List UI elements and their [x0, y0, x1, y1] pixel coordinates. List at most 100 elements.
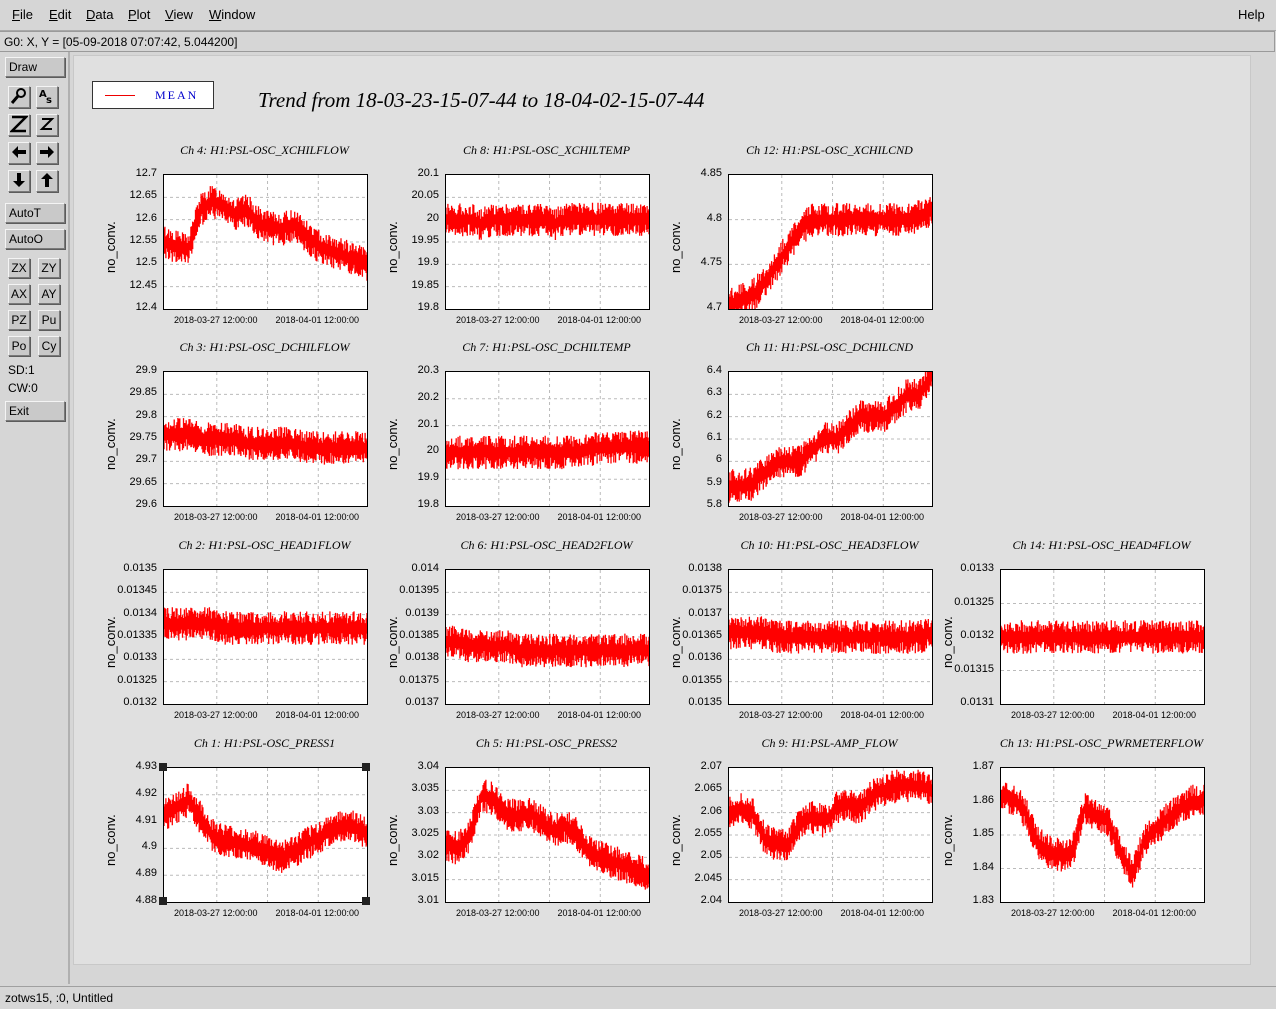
chart-1-ytick-label: 19.95	[411, 234, 439, 246]
chart-4-xtick-label: 2018-04-01 12:00:00	[557, 512, 642, 522]
coordinate-readout-bar: G0: X, Y = [05-09-2018 07:07:42, 5.04420…	[0, 31, 1275, 52]
chart-0-series-mean-line	[164, 200, 367, 266]
auto-t-button[interactable]: AutoT	[5, 203, 65, 223]
chart-6-ytick-label: 0.01335	[117, 629, 157, 641]
chart-9-ylabel: no_conv.	[940, 616, 955, 668]
magnify-icon[interactable]	[8, 86, 30, 108]
coordinate-readout: G0: X, Y = [05-09-2018 07:07:42, 5.04420…	[4, 35, 238, 49]
chart-4-ytick-label: 20	[426, 444, 439, 457]
chart-5-xtick-label: 2018-03-27 12:00:00	[738, 512, 823, 522]
chart-8-series-mean-band	[729, 616, 932, 654]
chart-8-plot-area[interactable]	[728, 569, 933, 705]
zy-button[interactable]: ZY	[38, 258, 60, 278]
zx-button[interactable]: ZX	[8, 258, 30, 278]
arrow-up-icon[interactable]	[36, 170, 58, 192]
chart-12-ytick-label: 2.065	[694, 782, 722, 795]
chart-3-ytick-label: 29.85	[129, 386, 157, 399]
chart-7-plot-area[interactable]	[445, 569, 650, 705]
zoom-z-small-icon[interactable]	[36, 114, 58, 136]
chart-8-ytick-label: 0.0138	[688, 562, 722, 574]
chart-10-plot-area[interactable]	[163, 767, 368, 903]
arrow-right-icon[interactable]	[36, 142, 58, 164]
chart-1-plot-area[interactable]	[445, 174, 650, 310]
chart-12-ytick-label: 2.055	[694, 827, 722, 839]
chart-2-plot-area[interactable]	[728, 174, 933, 310]
chart-6-plot-area[interactable]	[163, 569, 368, 705]
chart-12-ytick-label: 2.06	[700, 804, 722, 817]
selection-handle[interactable]	[362, 897, 370, 905]
chart-9-ytick-label: 0.0132	[960, 629, 994, 641]
chart-6-ytick-label: 0.0135	[123, 562, 157, 574]
chart-1-xtick-label: 2018-04-01 12:00:00	[557, 315, 642, 325]
chart-5-ytick-label: 6.2	[706, 408, 722, 421]
chart-10-ytick-label: 4.92	[135, 786, 157, 799]
chart-3-series-mean-line	[164, 433, 367, 449]
chart-4-series-mean-line	[446, 446, 649, 454]
ax-button[interactable]: AX	[8, 284, 30, 304]
menu-data[interactable]: Data	[86, 7, 114, 22]
po-button[interactable]: Po	[8, 336, 30, 356]
chart-5-ytick-label: 5.9	[706, 475, 722, 488]
chart-8-svg	[729, 570, 932, 704]
menu-plot[interactable]: Plot	[128, 7, 151, 22]
draw-button[interactable]: Draw	[5, 57, 65, 77]
menu-window[interactable]: Window	[209, 7, 256, 22]
selection-handle[interactable]	[159, 897, 167, 905]
chart-7-series-mean-line	[446, 640, 649, 652]
chart-3-ytick-label: 29.65	[129, 475, 157, 488]
ay-button[interactable]: AY	[38, 284, 60, 304]
chart-11-ytick-label: 3.025	[411, 827, 439, 839]
chart-6-svg	[164, 570, 367, 704]
chart-0-plot-area[interactable]	[163, 174, 368, 310]
chart-2-series-mean-band	[729, 197, 932, 309]
chart-10-series-mean-band	[164, 783, 367, 873]
chart-5-ytick-label: 5.8	[706, 498, 722, 510]
chart-9-plot-area[interactable]	[1000, 569, 1205, 705]
arrow-left-icon[interactable]	[8, 142, 30, 164]
cy-button[interactable]: Cy	[38, 336, 60, 356]
chart-1-ytick-label: 19.85	[411, 278, 439, 291]
chart-12-plot-area[interactable]	[728, 767, 933, 903]
arrow-down-icon[interactable]	[8, 170, 30, 192]
chart-5-plot-area[interactable]	[728, 371, 933, 507]
chart-7-ytick-label: 0.0137	[405, 696, 439, 708]
chart-0-ylabel: no_conv.	[103, 221, 118, 273]
chart-4-plot-area[interactable]	[445, 371, 650, 507]
chart-11-plot-area[interactable]	[445, 767, 650, 903]
legend: MEAN	[92, 81, 214, 109]
selection-handle[interactable]	[362, 763, 370, 771]
chart-13-xtick-label: 2018-03-27 12:00:00	[1010, 908, 1095, 918]
menu-help[interactable]: Help	[1238, 7, 1265, 22]
pu-button[interactable]: Pu	[38, 310, 60, 330]
menu-file[interactable]: File	[12, 7, 33, 22]
chart-4-ytick-label: 20.3	[417, 364, 439, 376]
pz-button[interactable]: PZ	[8, 310, 30, 330]
chart-8-ytick-label: 0.01365	[682, 629, 722, 641]
menu-view[interactable]: View	[165, 7, 193, 22]
chart-3-plot-area[interactable]	[163, 371, 368, 507]
chart-4-series-mean-band	[446, 430, 649, 470]
chart-1-ytick-label: 19.9	[417, 256, 439, 269]
chart-7-xtick-label: 2018-03-27 12:00:00	[455, 710, 540, 720]
auto-o-button[interactable]: AutoO	[5, 229, 65, 249]
chart-0-ytick-label: 12.7	[135, 167, 157, 179]
selection-handle[interactable]	[159, 763, 167, 771]
zoom-z-icon[interactable]	[8, 114, 30, 136]
chart-3-ytick-label: 29.9	[135, 364, 157, 376]
chart-7-ytick-label: 0.0139	[405, 606, 439, 619]
chart-5-series-mean-band	[729, 372, 932, 503]
chart-13-ytick-label: 1.87	[972, 760, 994, 772]
chart-11-xtick-label: 2018-03-27 12:00:00	[455, 908, 540, 918]
chart-13-plot-area[interactable]	[1000, 767, 1205, 903]
chart-9-ytick-label: 0.0133	[960, 562, 994, 574]
chart-12-xtick-label: 2018-03-27 12:00:00	[738, 908, 823, 918]
menu-edit[interactable]: Edit	[49, 7, 72, 22]
chart-10-xtick-label: 2018-04-01 12:00:00	[275, 908, 360, 918]
chart-13-ytick-label: 1.84	[972, 860, 994, 873]
chart-6-xtick-label: 2018-04-01 12:00:00	[275, 710, 360, 720]
chart-6-ytick-label: 0.0133	[123, 651, 157, 664]
exit-button[interactable]: Exit	[5, 401, 65, 421]
page-title: Trend from 18-03-23-15-07-44 to 18-04-02…	[258, 88, 705, 112]
